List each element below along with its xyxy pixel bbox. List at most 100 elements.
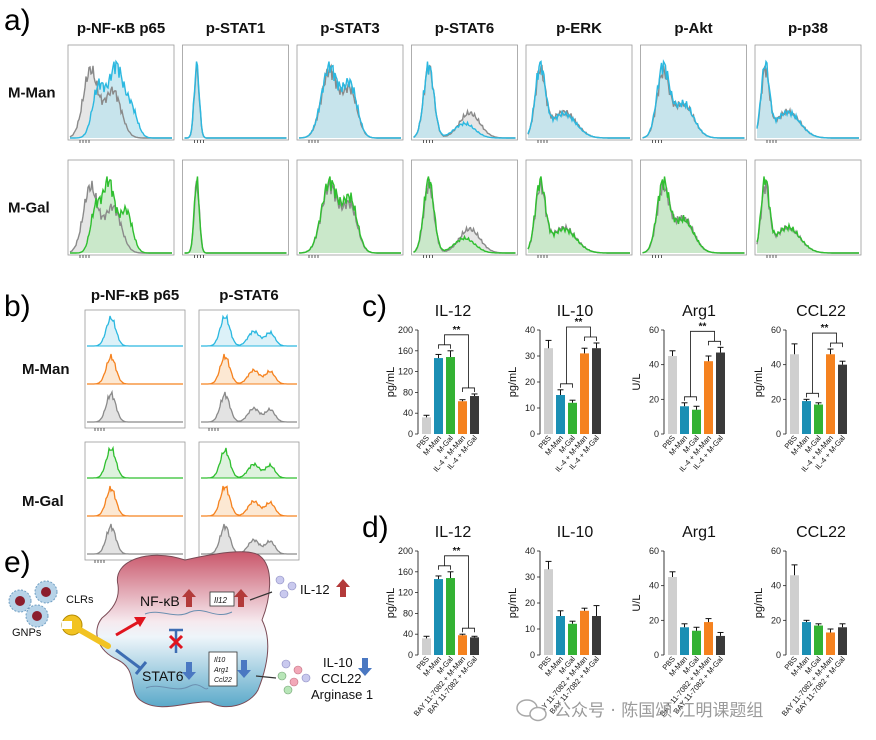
y-tick-label: 10	[525, 624, 535, 634]
bar	[556, 616, 565, 655]
y-tick-label: 40	[525, 546, 535, 556]
chart-c-il12: IL-12pg/mL04080120160200PBSM-ManM-GalIL-…	[385, 303, 479, 474]
bar	[680, 406, 689, 434]
y-tick-label: 0	[776, 650, 781, 660]
marker-header-2: p-STAT3	[320, 20, 379, 37]
y-tick-label: 40	[403, 629, 413, 639]
panel-label-a: a)	[4, 4, 31, 37]
clr-receptor-icon	[61, 614, 111, 649]
out-il10-label: IL-10	[323, 655, 353, 670]
il12-molecules-icon	[275, 575, 297, 599]
chart-ylabel: U/L	[631, 373, 643, 390]
watermark: 公众号 · 陈国颂-江明课题组	[516, 699, 763, 722]
bar	[592, 616, 601, 655]
histogram-a-1-5	[640, 159, 747, 258]
histogram-a-1-1	[182, 159, 289, 258]
row-label-0: M-Man	[8, 85, 56, 102]
up-arrow-icon	[182, 589, 196, 607]
gene-arg1: Arg1	[213, 667, 229, 674]
marker-header-4: p-ERK	[556, 20, 602, 37]
y-tick-label: 60	[649, 546, 659, 556]
chart-title: IL-12	[435, 524, 472, 541]
significance-label: **	[699, 321, 707, 332]
marker-header-0: p-NF-κB p65	[77, 20, 165, 37]
b-marker-header-1: p-STAT6	[219, 287, 278, 304]
gene-il10: Il10	[214, 657, 225, 664]
b-row-label-0: M-Man	[22, 361, 70, 378]
chart-ylabel: pg/mL	[507, 367, 519, 398]
wechat-icon	[516, 699, 547, 722]
significance-bracket: **	[560, 317, 597, 388]
bar	[790, 575, 799, 655]
bar	[544, 569, 553, 655]
y-tick-label: 40	[771, 360, 781, 370]
inhibition-line	[115, 648, 141, 670]
bar	[680, 627, 689, 655]
bar	[568, 402, 577, 434]
y-tick-label: 40	[525, 325, 535, 335]
panel-label-b: b)	[4, 290, 31, 323]
y-tick-label: 60	[771, 546, 781, 556]
y-tick-label: 0	[530, 650, 535, 660]
y-tick-label: 0	[408, 650, 413, 660]
y-tick-label: 60	[649, 325, 659, 335]
panel-e-diagram: GNPs CLRs NF-κB Il12 STAT6	[8, 551, 373, 708]
chart-ylabel: pg/mL	[507, 588, 519, 619]
significance-bracket: **	[806, 323, 843, 398]
dna-icon	[145, 684, 209, 690]
out-il12-label: IL-12	[300, 582, 330, 597]
panel-a-histograms: p-NF-κB p65 p-STAT1 p-STAT3 p-STAT6 p-ERK p-A…	[8, 20, 862, 258]
panel-c-bar-charts: IL-12pg/mL04080120160200PBSM-ManM-GalIL-…	[385, 303, 847, 474]
bar	[470, 637, 479, 655]
y-tick-label: 30	[525, 572, 535, 582]
chart-ylabel: pg/mL	[385, 588, 397, 619]
out-arginase-label: Arginase 1	[311, 687, 373, 702]
histogram-a-0-4	[525, 44, 633, 143]
bar	[422, 417, 431, 434]
marker-header-5: p-Akt	[674, 20, 712, 37]
bar	[580, 610, 589, 655]
histogram-a-1-4	[525, 159, 633, 258]
y-tick-label: 80	[403, 387, 413, 397]
clrs-label: CLRs	[66, 594, 94, 606]
y-tick-label: 10	[525, 403, 535, 413]
bar	[580, 353, 589, 434]
up-arrow-icon	[336, 579, 350, 597]
chart-ylabel: pg/mL	[385, 367, 397, 398]
y-tick-label: 200	[398, 546, 413, 556]
bar	[556, 395, 565, 434]
up-arrow-icon	[234, 589, 248, 607]
y-tick-label: 120	[398, 588, 413, 598]
significance-bracket: **	[438, 325, 475, 392]
bar	[458, 635, 467, 655]
histogram-b-0-0	[84, 309, 186, 431]
panel-label-e: e)	[4, 546, 31, 579]
significance-label: **	[453, 325, 461, 336]
gnps-label: GNPs	[12, 627, 42, 639]
y-tick-label: 40	[649, 360, 659, 370]
bar	[668, 356, 677, 434]
bar	[802, 401, 811, 434]
histogram-b-0-1	[198, 309, 300, 431]
bar	[568, 623, 577, 655]
panel-d-bar-charts: IL-12pg/mL04080120160200PBSM-ManM-GalBAY…	[385, 524, 847, 718]
bar	[704, 361, 713, 434]
histogram-b-1-1	[198, 441, 300, 563]
bar	[422, 638, 431, 655]
histogram-a-1-3	[411, 159, 518, 258]
chart-ylabel: pg/mL	[753, 367, 765, 398]
histogram-a-0-3	[411, 44, 518, 143]
bar	[826, 632, 835, 655]
activation-arrowhead	[134, 617, 146, 627]
dna-icon	[144, 610, 233, 616]
watermark-text: 公众号 · 陈国颂-江明课题组	[554, 701, 763, 721]
panel-label-c: c)	[362, 290, 387, 323]
b-row-label-1: M-Gal	[22, 493, 64, 510]
y-tick-label: 20	[525, 598, 535, 608]
